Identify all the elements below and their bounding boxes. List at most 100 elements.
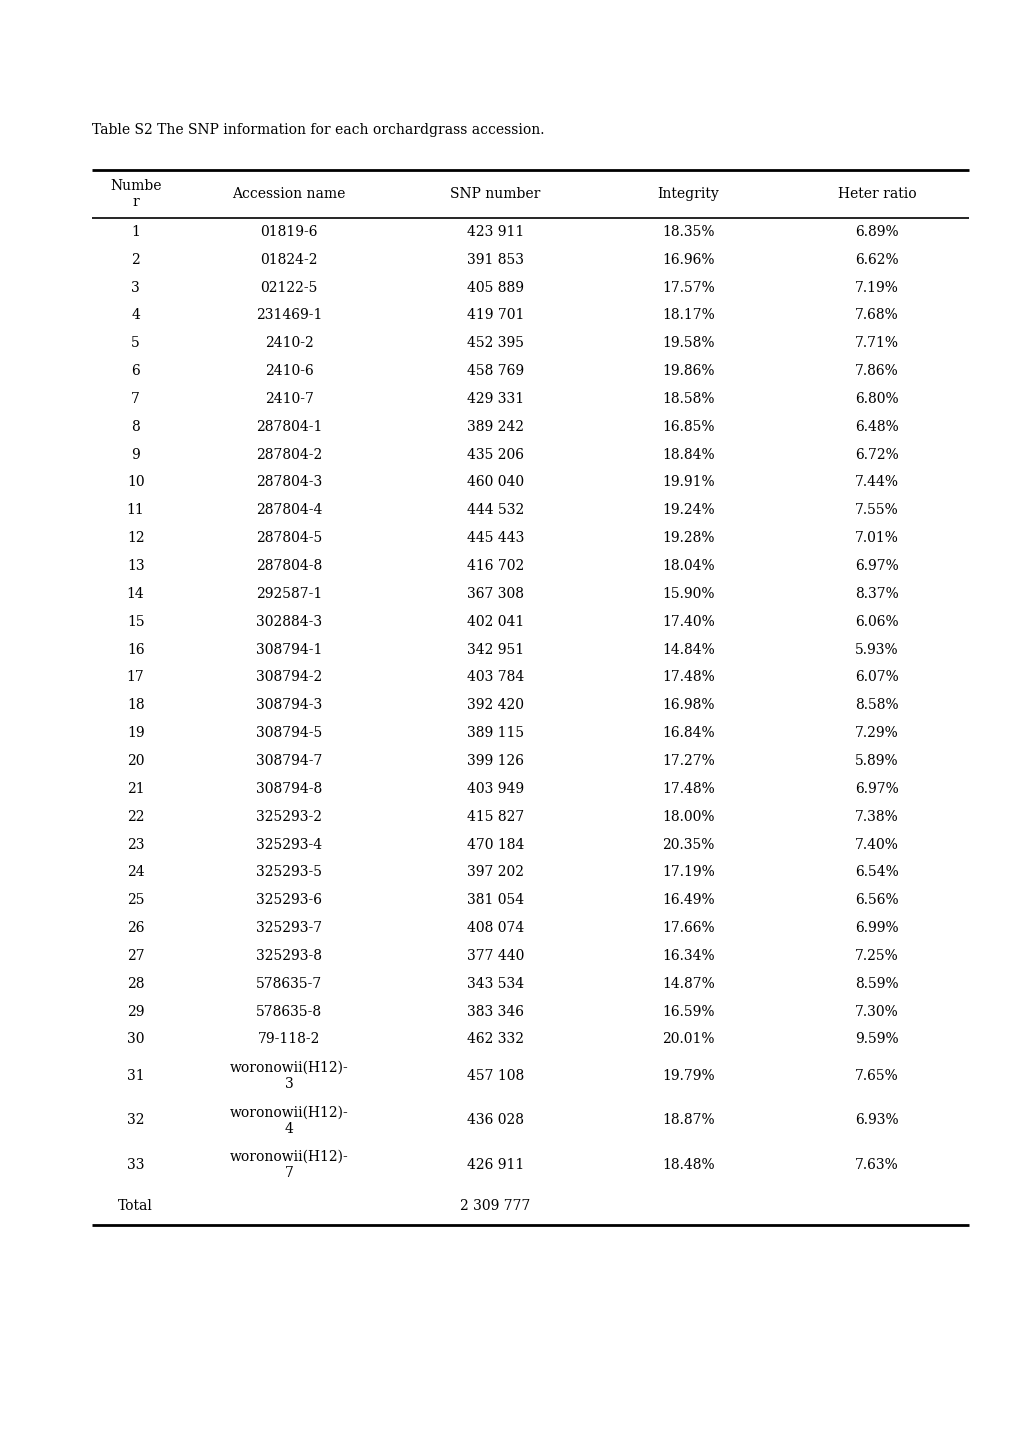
- Text: 6.48%: 6.48%: [854, 420, 898, 434]
- Text: 7.30%: 7.30%: [854, 1004, 898, 1019]
- Text: 392 420: 392 420: [467, 698, 524, 713]
- Text: 16.34%: 16.34%: [661, 949, 714, 962]
- Text: 18: 18: [126, 698, 145, 713]
- Text: 302884-3: 302884-3: [256, 615, 322, 629]
- Text: 403 949: 403 949: [467, 782, 524, 797]
- Text: 20.01%: 20.01%: [661, 1032, 714, 1046]
- Text: 416 702: 416 702: [467, 558, 524, 573]
- Text: 7.19%: 7.19%: [854, 280, 898, 294]
- Text: 308794-5: 308794-5: [256, 726, 322, 740]
- Text: 4: 4: [131, 309, 140, 322]
- Text: 2410-2: 2410-2: [265, 336, 313, 351]
- Text: 17.57%: 17.57%: [661, 280, 714, 294]
- Text: 6.89%: 6.89%: [854, 225, 898, 240]
- Text: 18.48%: 18.48%: [661, 1159, 714, 1172]
- Text: 01819-6: 01819-6: [260, 225, 318, 240]
- Text: 10: 10: [126, 475, 145, 489]
- Text: woronowii(H12)-
4: woronowii(H12)- 4: [229, 1105, 348, 1136]
- Text: woronowii(H12)-
3: woronowii(H12)- 3: [229, 1061, 348, 1091]
- Text: 32: 32: [126, 1114, 145, 1127]
- Text: 578635-7: 578635-7: [256, 977, 322, 991]
- Text: 426 911: 426 911: [467, 1159, 524, 1172]
- Text: 17.66%: 17.66%: [661, 921, 714, 935]
- Text: 26: 26: [126, 921, 145, 935]
- Text: 30: 30: [126, 1032, 145, 1046]
- Text: 287804-2: 287804-2: [256, 447, 322, 462]
- Text: 445 443: 445 443: [466, 531, 524, 545]
- Text: Accession name: Accession name: [232, 188, 345, 201]
- Text: 15: 15: [126, 615, 145, 629]
- Text: 7.55%: 7.55%: [854, 504, 898, 518]
- Text: 458 769: 458 769: [467, 364, 524, 378]
- Text: 8.59%: 8.59%: [854, 977, 898, 991]
- Text: 6.56%: 6.56%: [854, 893, 898, 908]
- Text: 397 202: 397 202: [467, 866, 524, 879]
- Text: 287804-3: 287804-3: [256, 475, 322, 489]
- Text: 02122-5: 02122-5: [260, 280, 318, 294]
- Text: 405 889: 405 889: [467, 280, 524, 294]
- Text: 6.99%: 6.99%: [854, 921, 898, 935]
- Text: 325293-2: 325293-2: [256, 810, 322, 824]
- Text: 367 308: 367 308: [467, 587, 524, 600]
- Text: 18.17%: 18.17%: [661, 309, 714, 322]
- Text: Heter ratio: Heter ratio: [837, 188, 915, 201]
- Text: 435 206: 435 206: [467, 447, 524, 462]
- Text: 391 853: 391 853: [467, 253, 524, 267]
- Text: 16.59%: 16.59%: [661, 1004, 714, 1019]
- Text: 1: 1: [131, 225, 140, 240]
- Text: 13: 13: [126, 558, 145, 573]
- Text: 15.90%: 15.90%: [661, 587, 714, 600]
- Text: 2: 2: [131, 253, 140, 267]
- Text: 17: 17: [126, 671, 145, 684]
- Text: 6.80%: 6.80%: [854, 392, 898, 405]
- Text: SNP number: SNP number: [449, 188, 540, 201]
- Text: 18.84%: 18.84%: [661, 447, 714, 462]
- Text: 11: 11: [126, 504, 145, 518]
- Text: 19.24%: 19.24%: [661, 504, 714, 518]
- Text: 19.91%: 19.91%: [661, 475, 714, 489]
- Text: 21: 21: [126, 782, 145, 797]
- Text: 7.40%: 7.40%: [854, 837, 898, 851]
- Text: 383 346: 383 346: [467, 1004, 524, 1019]
- Text: 14: 14: [126, 587, 145, 600]
- Text: 444 532: 444 532: [467, 504, 524, 518]
- Text: 16: 16: [126, 642, 145, 657]
- Text: 16.85%: 16.85%: [661, 420, 714, 434]
- Text: 17.48%: 17.48%: [661, 782, 714, 797]
- Text: 9: 9: [131, 447, 140, 462]
- Text: 452 395: 452 395: [467, 336, 524, 351]
- Text: woronowii(H12)-
7: woronowii(H12)- 7: [229, 1150, 348, 1180]
- Text: 308794-3: 308794-3: [256, 698, 322, 713]
- Text: 12: 12: [126, 531, 145, 545]
- Text: 389 242: 389 242: [467, 420, 524, 434]
- Text: 7.63%: 7.63%: [854, 1159, 898, 1172]
- Text: 20: 20: [126, 753, 145, 768]
- Text: 7.71%: 7.71%: [854, 336, 898, 351]
- Text: 287804-4: 287804-4: [256, 504, 322, 518]
- Text: 28: 28: [126, 977, 145, 991]
- Text: 7.44%: 7.44%: [854, 475, 898, 489]
- Text: 6.72%: 6.72%: [854, 447, 898, 462]
- Text: 287804-8: 287804-8: [256, 558, 322, 573]
- Text: 460 040: 460 040: [467, 475, 524, 489]
- Text: 419 701: 419 701: [466, 309, 524, 322]
- Text: 308794-7: 308794-7: [256, 753, 322, 768]
- Text: 325293-4: 325293-4: [256, 837, 322, 851]
- Text: 7.86%: 7.86%: [854, 364, 898, 378]
- Text: 436 028: 436 028: [467, 1114, 524, 1127]
- Text: 287804-5: 287804-5: [256, 531, 322, 545]
- Text: 29: 29: [126, 1004, 145, 1019]
- Text: Total: Total: [118, 1199, 153, 1214]
- Text: 2410-7: 2410-7: [265, 392, 313, 405]
- Text: 19.28%: 19.28%: [661, 531, 714, 545]
- Text: 231469-1: 231469-1: [256, 309, 322, 322]
- Text: 325293-7: 325293-7: [256, 921, 322, 935]
- Text: 19.86%: 19.86%: [661, 364, 714, 378]
- Text: 325293-6: 325293-6: [256, 893, 322, 908]
- Text: 18.87%: 18.87%: [661, 1114, 714, 1127]
- Text: 7: 7: [131, 392, 140, 405]
- Text: 403 784: 403 784: [467, 671, 524, 684]
- Text: 19: 19: [126, 726, 145, 740]
- Text: 14.87%: 14.87%: [661, 977, 714, 991]
- Text: 8: 8: [131, 420, 140, 434]
